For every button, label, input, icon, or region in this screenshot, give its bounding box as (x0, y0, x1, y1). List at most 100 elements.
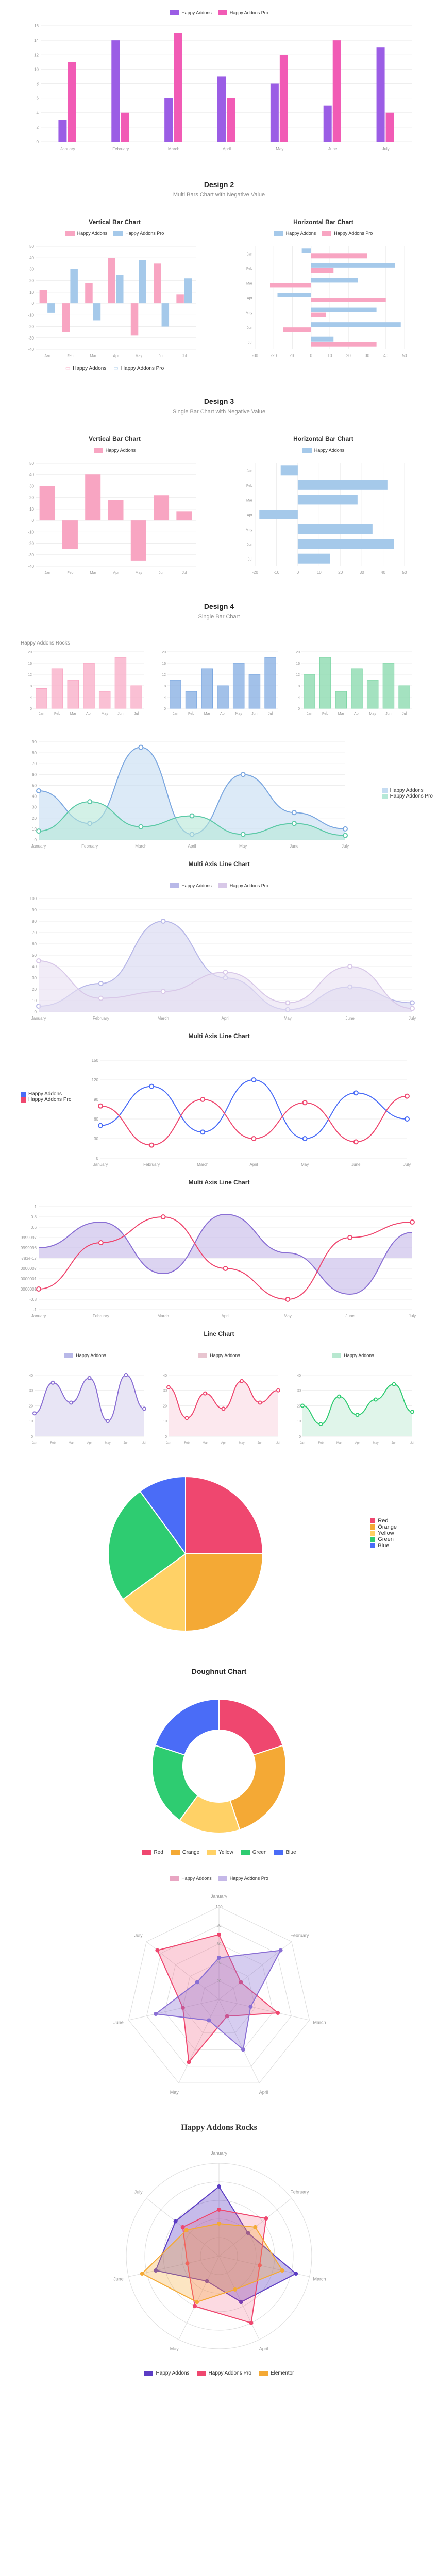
svg-text:Jul: Jul (182, 354, 187, 358)
svg-text:April: April (188, 844, 196, 849)
svg-text:16: 16 (34, 24, 39, 28)
svg-text:0: 0 (310, 353, 313, 358)
svg-text:30: 30 (297, 1389, 301, 1393)
svg-text:-20: -20 (28, 541, 34, 546)
svg-text:Apr: Apr (113, 354, 120, 358)
svg-text:-0.4000000000000001: -0.4000000000000001 (21, 1277, 37, 1281)
mini-line-green: 010203040JanFebMarAprMayJunJul (291, 1363, 415, 1446)
svg-text:Jun: Jun (117, 712, 123, 716)
svg-text:60: 60 (32, 772, 37, 777)
svg-text:12: 12 (162, 673, 166, 677)
mini-bar-green: 048121620JanFebMarAprMayJunJul (291, 649, 415, 716)
svg-text:May: May (136, 571, 143, 575)
svg-text:10: 10 (34, 67, 39, 72)
svg-text:Mar: Mar (246, 282, 253, 285)
svg-text:July: July (382, 147, 389, 151)
svg-text:May: May (170, 2090, 179, 2095)
svg-text:30: 30 (365, 353, 369, 358)
svg-text:January: January (211, 1894, 228, 1899)
svg-text:2: 2 (37, 125, 39, 130)
svg-text:January: January (31, 1314, 46, 1318)
svg-text:January: January (211, 2150, 228, 2156)
svg-text:20: 20 (29, 1404, 33, 1408)
svg-text:4: 4 (164, 696, 166, 700)
svg-text:150: 150 (92, 1058, 99, 1063)
svg-text:-20: -20 (28, 325, 34, 329)
svg-text:4: 4 (37, 111, 39, 115)
svg-text:February: February (81, 844, 98, 849)
svg-text:70: 70 (32, 930, 37, 935)
svg-text:Mar: Mar (69, 1442, 74, 1445)
svg-text:-40: -40 (28, 564, 34, 569)
svg-text:30: 30 (29, 1389, 33, 1393)
svg-text:Jan: Jan (32, 1442, 37, 1445)
pie-chart (21, 1466, 417, 1641)
svg-text:March: March (197, 1162, 208, 1167)
svg-text:Jul: Jul (276, 1442, 280, 1445)
svg-text:-5.551115123125783e-17: -5.551115123125783e-17 (21, 1256, 37, 1261)
swatch-pink (218, 10, 227, 15)
svg-text:June: June (351, 1162, 361, 1167)
svg-text:Jul: Jul (410, 1442, 414, 1445)
svg-text:May: May (239, 1442, 244, 1445)
line-multi-axis-markers: 0306090120150JanuaryFebruaryMarchAprilMa… (82, 1055, 412, 1168)
svg-text:Feb: Feb (246, 484, 252, 488)
svg-text:March: March (313, 2020, 326, 2025)
svg-text:Apr: Apr (220, 712, 226, 716)
svg-text:40: 40 (29, 1374, 33, 1378)
svg-text:Feb: Feb (322, 712, 328, 716)
svg-text:Jun: Jun (385, 712, 391, 716)
svg-text:8: 8 (37, 82, 39, 87)
svg-text:June: June (345, 1016, 355, 1021)
svg-text:Jan: Jan (247, 469, 252, 473)
svg-text:April: April (221, 1314, 229, 1318)
svg-text:-10: -10 (274, 570, 280, 575)
polar-radar-chart: JanuaryFebruaryMarchAprilMayJuneJuly (21, 2138, 417, 2364)
horizontal-bar-neg-single: -20-1001020304050JanFebMarAprMayJunJul (229, 458, 410, 577)
horizontal-bar-neg-multi: -30-20-1001020304050JanFebMarAprMayJunJu… (229, 241, 410, 360)
svg-text:-30: -30 (252, 353, 258, 358)
svg-text:20: 20 (163, 1404, 167, 1408)
svg-text:30: 30 (32, 976, 37, 980)
svg-text:February: February (290, 2189, 309, 2194)
svg-text:July: July (134, 2189, 143, 2194)
svg-text:40: 40 (32, 964, 37, 969)
svg-text:January: January (31, 1016, 46, 1021)
svg-text:April: April (259, 2346, 268, 2351)
svg-text:February: February (93, 1016, 109, 1021)
svg-text:Apr: Apr (86, 712, 92, 716)
svg-text:Jun: Jun (159, 354, 164, 358)
svg-text:Jan: Jan (300, 1442, 305, 1445)
svg-text:10: 10 (317, 570, 322, 575)
svg-text:20: 20 (217, 1979, 222, 1984)
svg-text:0: 0 (35, 838, 37, 842)
svg-text:40: 40 (29, 256, 34, 260)
svg-text:-30: -30 (28, 336, 34, 341)
svg-text:-1: -1 (33, 1308, 37, 1312)
svg-text:Jan: Jan (39, 712, 44, 716)
svg-text:4: 4 (298, 696, 300, 700)
svg-text:16: 16 (28, 662, 32, 666)
svg-text:40: 40 (32, 794, 37, 799)
svg-text:10: 10 (163, 1420, 167, 1423)
design4-subtitle: Single Bar Chart (0, 614, 438, 620)
svg-text:Feb: Feb (188, 712, 194, 716)
svg-text:0: 0 (165, 1435, 167, 1439)
svg-text:10: 10 (29, 1420, 33, 1423)
svg-text:Feb: Feb (54, 712, 60, 716)
svg-text:Feb: Feb (184, 1442, 190, 1445)
mini-line-red: 010203040JanFebMarAprMayJunJul (157, 1363, 281, 1446)
svg-text:May: May (105, 1442, 110, 1445)
svg-text:May: May (246, 312, 253, 315)
svg-text:30: 30 (32, 805, 37, 810)
svg-text:January: January (31, 844, 46, 849)
svg-text:May: May (301, 1162, 309, 1167)
svg-text:20: 20 (162, 651, 166, 654)
svg-text:60: 60 (94, 1117, 98, 1122)
svg-text:80: 80 (217, 1923, 222, 1928)
chart1-legend: Happy Addons Happy Addons Pro (21, 10, 417, 15)
svg-text:20: 20 (29, 496, 34, 500)
svg-text:May: May (136, 354, 143, 358)
svg-text:Jun: Jun (124, 1442, 129, 1445)
svg-text:Mar: Mar (70, 712, 77, 716)
